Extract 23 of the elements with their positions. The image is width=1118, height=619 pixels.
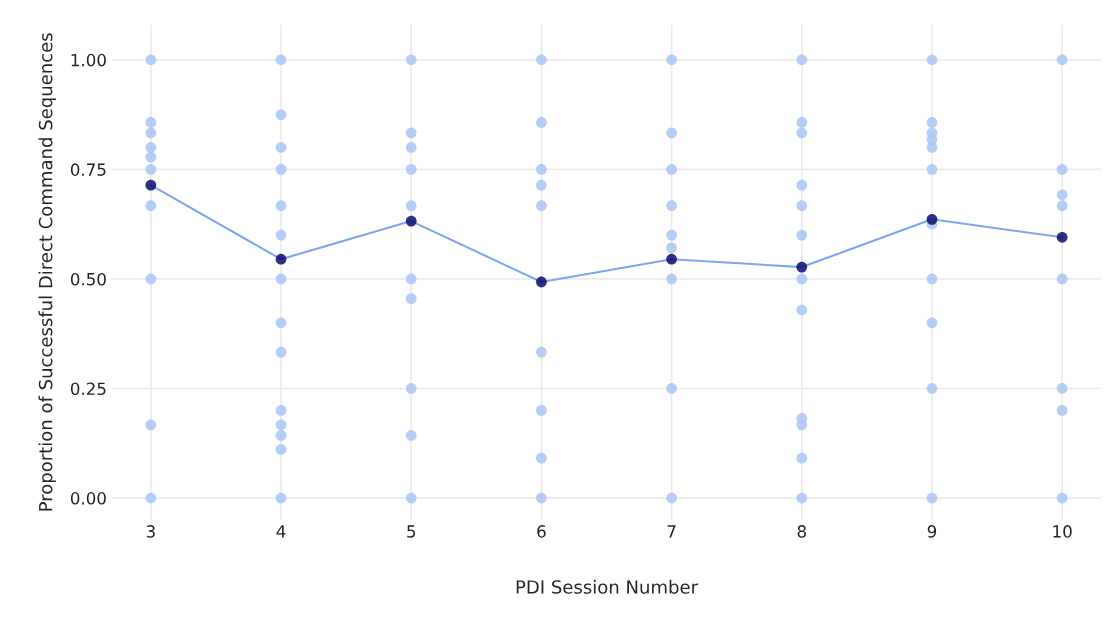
x-tick-label: 7 — [667, 525, 676, 538]
point — [666, 253, 677, 265]
point — [1056, 231, 1068, 243]
x-tick-label: 5 — [407, 525, 416, 538]
x-tick-label: 9 — [927, 525, 937, 538]
x-tick-label: 8 — [797, 525, 806, 538]
y-axis-title: Proportion of Successful Direct Command Sequences — [38, 33, 56, 511]
y-tick-label: 0.25 — [70, 382, 106, 396]
point — [926, 213, 938, 225]
point — [405, 215, 417, 227]
point — [145, 179, 157, 191]
x-tick-label: 4 — [276, 525, 286, 538]
point — [796, 261, 808, 273]
x-tick-label: 10 — [1053, 525, 1072, 538]
y-tick-label: 0.75 — [70, 163, 106, 176]
point — [275, 253, 287, 265]
x-tick-label: 6 — [537, 525, 546, 538]
y-tick-label: 0.00 — [70, 492, 106, 505]
point — [536, 276, 547, 288]
x-axis-title: PDI Session Number — [516, 579, 699, 594]
x-tick-label: 3 — [146, 525, 155, 538]
y-tick-label: 1.00 — [71, 53, 106, 67]
y-tick-label: 0.50 — [70, 272, 106, 286]
